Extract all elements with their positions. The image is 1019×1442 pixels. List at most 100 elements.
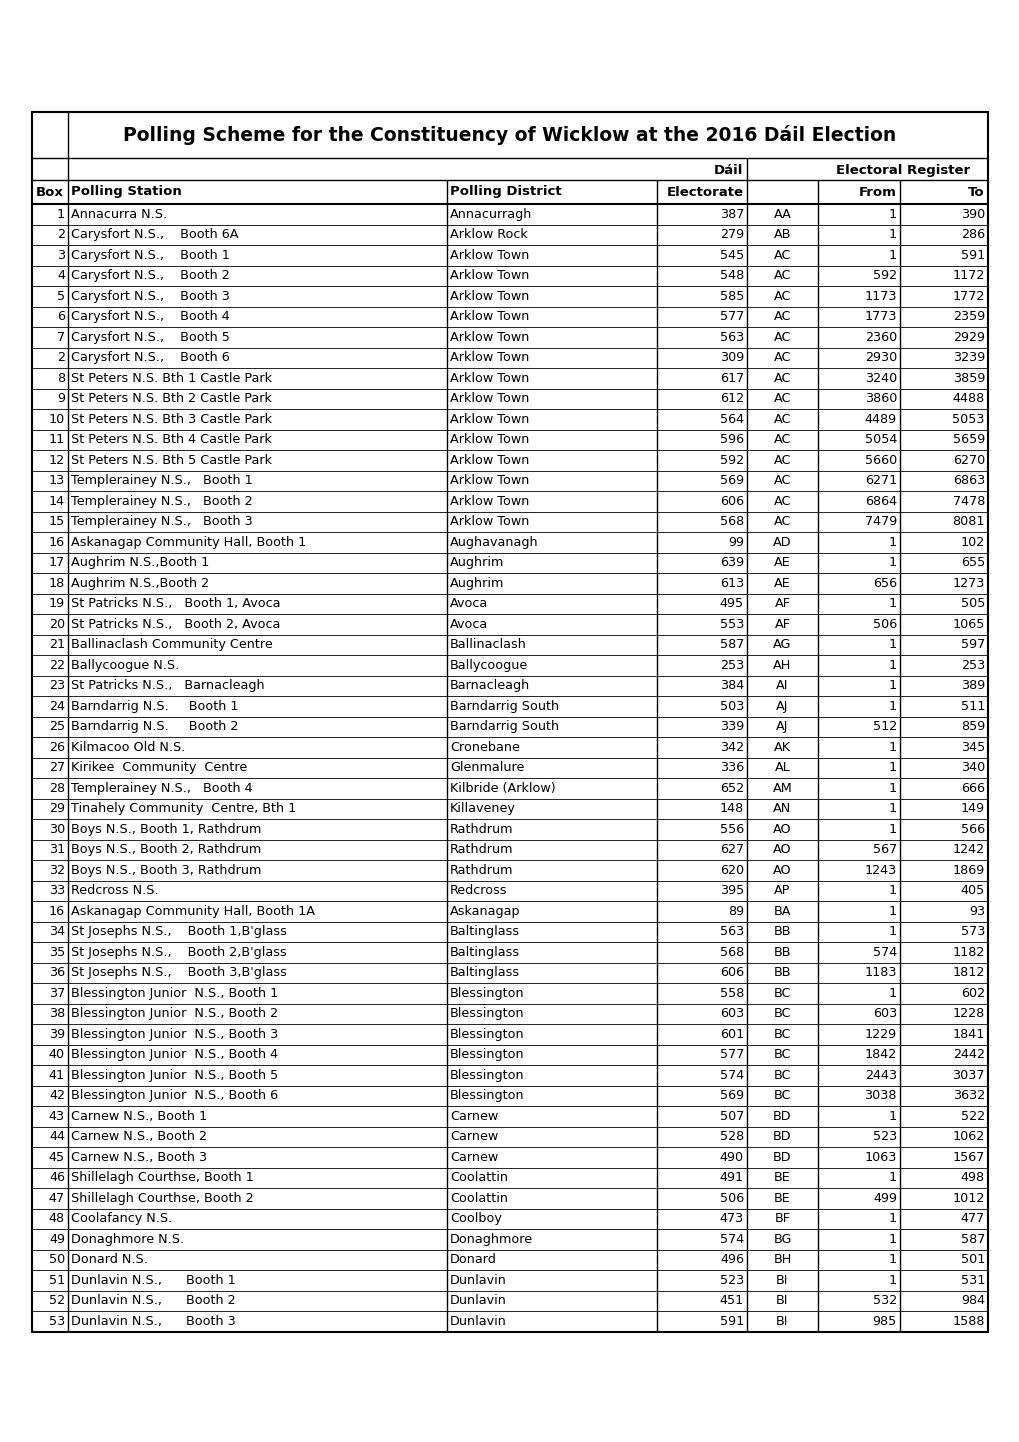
Text: AB: AB	[773, 228, 791, 241]
Text: Rathdrum: Rathdrum	[449, 864, 513, 877]
Text: AK: AK	[773, 741, 790, 754]
Text: Askanagap: Askanagap	[449, 904, 520, 917]
Text: 506: 506	[719, 1191, 743, 1204]
Text: Donaghmore: Donaghmore	[449, 1233, 533, 1246]
Text: Arklow Town: Arklow Town	[449, 249, 529, 262]
Text: 2929: 2929	[952, 330, 984, 343]
Text: 563: 563	[719, 330, 743, 343]
Text: 577: 577	[719, 1048, 743, 1061]
Text: 652: 652	[719, 782, 743, 795]
Text: 29: 29	[49, 802, 65, 815]
Text: Blessington: Blessington	[449, 1028, 524, 1041]
Text: 44: 44	[49, 1131, 65, 1144]
Text: 573: 573	[960, 926, 984, 939]
Text: 574: 574	[719, 1233, 743, 1246]
Text: 53: 53	[49, 1315, 65, 1328]
Text: BE: BE	[773, 1171, 790, 1184]
Text: 8: 8	[57, 372, 65, 385]
Text: 1: 1	[888, 904, 896, 917]
Text: 89: 89	[728, 904, 743, 917]
Text: 592: 592	[719, 454, 743, 467]
Text: AJ: AJ	[775, 699, 788, 712]
Text: BI: BI	[775, 1315, 788, 1328]
Text: AC: AC	[773, 352, 791, 365]
Text: 1: 1	[888, 884, 896, 897]
Text: Annacurragh: Annacurragh	[449, 208, 532, 221]
Text: Dunlavin: Dunlavin	[449, 1273, 506, 1286]
Text: 1063: 1063	[864, 1151, 896, 1164]
Text: 553: 553	[719, 617, 743, 630]
Text: 1: 1	[888, 249, 896, 262]
Text: 309: 309	[719, 352, 743, 365]
Text: 42: 42	[49, 1089, 65, 1102]
Text: Glenmalure: Glenmalure	[449, 761, 524, 774]
Text: 5054: 5054	[864, 433, 896, 446]
Text: Carnew: Carnew	[449, 1110, 497, 1123]
Text: 545: 545	[719, 249, 743, 262]
Text: St Peters N.S. Bth 1 Castle Park: St Peters N.S. Bth 1 Castle Park	[71, 372, 272, 385]
Text: Polling Station: Polling Station	[71, 186, 181, 199]
Text: 592: 592	[872, 270, 896, 283]
Text: BB: BB	[773, 946, 791, 959]
Text: 39: 39	[49, 1028, 65, 1041]
Text: Polling District: Polling District	[449, 186, 561, 199]
Text: 49: 49	[49, 1233, 65, 1246]
Text: Ballinaclash: Ballinaclash	[449, 639, 527, 652]
Text: Dunlavin N.S.,      Booth 1: Dunlavin N.S., Booth 1	[71, 1273, 235, 1286]
Text: 523: 523	[719, 1273, 743, 1286]
Text: 5053: 5053	[952, 412, 984, 425]
Text: BC: BC	[773, 1048, 791, 1061]
Text: 33: 33	[49, 884, 65, 897]
Text: St Peters N.S. Bth 5 Castle Park: St Peters N.S. Bth 5 Castle Park	[71, 454, 272, 467]
Text: 35: 35	[49, 946, 65, 959]
Text: 4488: 4488	[952, 392, 984, 405]
Text: 6271: 6271	[864, 474, 896, 487]
Text: Carysfort N.S.,    Booth 5: Carysfort N.S., Booth 5	[71, 330, 229, 343]
Text: 340: 340	[960, 761, 984, 774]
Text: 501: 501	[960, 1253, 984, 1266]
Text: 1229: 1229	[864, 1028, 896, 1041]
Text: Coolattin: Coolattin	[449, 1191, 507, 1204]
Text: 498: 498	[960, 1171, 984, 1184]
Text: AC: AC	[773, 412, 791, 425]
Text: 1773: 1773	[864, 310, 896, 323]
Text: AM: AM	[771, 782, 792, 795]
Text: 6270: 6270	[952, 454, 984, 467]
Text: Carysfort N.S.,    Booth 6A: Carysfort N.S., Booth 6A	[71, 228, 238, 241]
Text: Carnew N.S., Booth 2: Carnew N.S., Booth 2	[71, 1131, 207, 1144]
Text: 499: 499	[872, 1191, 896, 1204]
Text: 6863: 6863	[952, 474, 984, 487]
Text: Kilbride (Arklow): Kilbride (Arklow)	[449, 782, 555, 795]
Text: 495: 495	[719, 597, 743, 610]
Text: AE: AE	[773, 557, 790, 570]
Text: BC: BC	[773, 1069, 791, 1082]
Text: Askanagap Community Hall, Booth 1: Askanagap Community Hall, Booth 1	[71, 536, 306, 549]
Text: BC: BC	[773, 1028, 791, 1041]
Text: 20: 20	[49, 617, 65, 630]
Text: BH: BH	[772, 1253, 791, 1266]
Text: Carnew N.S., Booth 3: Carnew N.S., Booth 3	[71, 1151, 207, 1164]
Text: 2360: 2360	[864, 330, 896, 343]
Text: 51: 51	[49, 1273, 65, 1286]
Text: 1842: 1842	[864, 1048, 896, 1061]
Text: AC: AC	[773, 372, 791, 385]
Text: 4489: 4489	[864, 412, 896, 425]
Text: 148: 148	[719, 802, 743, 815]
Text: 1: 1	[57, 208, 65, 221]
Text: BI: BI	[775, 1273, 788, 1286]
Text: BC: BC	[773, 986, 791, 999]
Text: 8081: 8081	[952, 515, 984, 528]
Text: AC: AC	[773, 454, 791, 467]
Text: 10: 10	[49, 412, 65, 425]
Text: Dunlavin N.S.,      Booth 2: Dunlavin N.S., Booth 2	[71, 1295, 235, 1308]
Text: 522: 522	[960, 1110, 984, 1123]
Text: 1: 1	[888, 802, 896, 815]
Text: St Peters N.S. Bth 4 Castle Park: St Peters N.S. Bth 4 Castle Park	[71, 433, 272, 446]
Text: 591: 591	[719, 1315, 743, 1328]
Text: 451: 451	[719, 1295, 743, 1308]
Text: Blessington Junior  N.S., Booth 4: Blessington Junior N.S., Booth 4	[71, 1048, 278, 1061]
Text: Templerainey N.S.,   Booth 2: Templerainey N.S., Booth 2	[71, 495, 253, 508]
Text: AJ: AJ	[775, 720, 788, 733]
Text: 22: 22	[49, 659, 65, 672]
Text: 985: 985	[872, 1315, 896, 1328]
